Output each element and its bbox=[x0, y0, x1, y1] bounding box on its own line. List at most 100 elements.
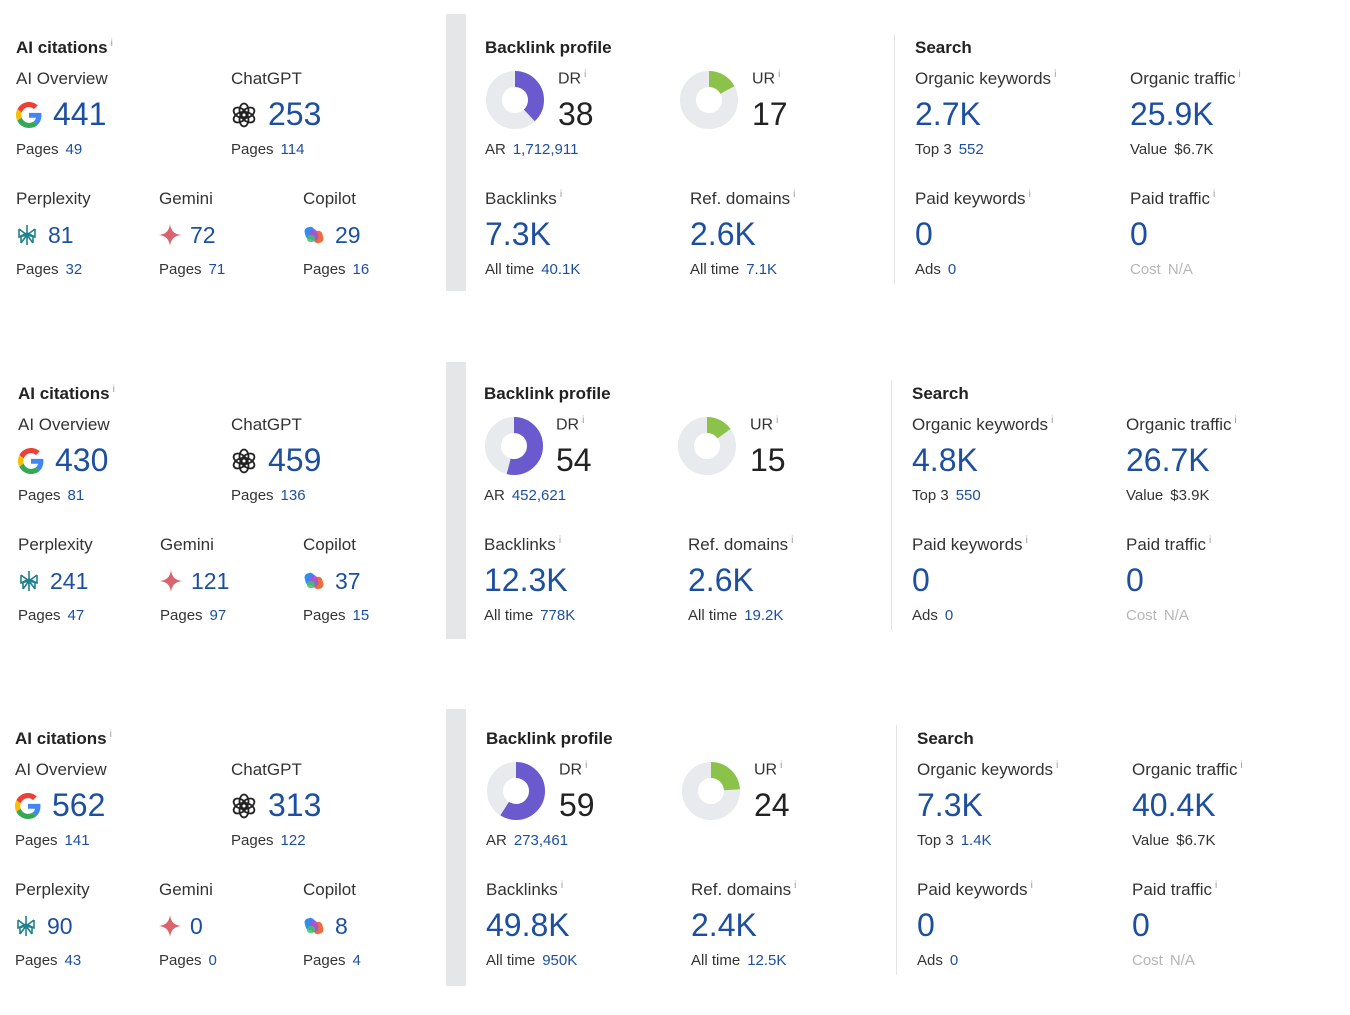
info-icon[interactable]: i bbox=[1051, 415, 1054, 427]
gemini-value[interactable]: 121 bbox=[191, 568, 230, 594]
info-icon[interactable]: i bbox=[559, 189, 563, 201]
backlinks-value[interactable]: 49.8K bbox=[486, 907, 570, 943]
gemini-pages-value[interactable]: 0 bbox=[208, 952, 217, 969]
info-icon[interactable]: i bbox=[776, 415, 779, 426]
organic-traffic-value[interactable]: 26.7K bbox=[1126, 442, 1210, 478]
organic-keywords-value[interactable]: 4.8K bbox=[912, 442, 978, 478]
info-icon[interactable]: i bbox=[1234, 415, 1237, 427]
ur-value[interactable]: 24 bbox=[754, 787, 790, 823]
top3-value[interactable]: 1.4K bbox=[960, 832, 992, 849]
organic-keywords-value[interactable]: 7.3K bbox=[917, 787, 983, 823]
ai-overview-pages-value[interactable]: 81 bbox=[67, 487, 85, 504]
ai-overview-value[interactable]: 562 bbox=[52, 787, 106, 823]
top3-value[interactable]: 550 bbox=[955, 487, 981, 504]
ads-value[interactable]: 0 bbox=[949, 952, 959, 969]
gemini-label: Gemini bbox=[159, 189, 213, 208]
ai-overview-pages-value[interactable]: 49 bbox=[65, 141, 83, 158]
info-icon[interactable]: i bbox=[1209, 535, 1212, 547]
info-icon[interactable]: i bbox=[1056, 760, 1059, 772]
top3-value[interactable]: 552 bbox=[958, 141, 984, 158]
info-icon[interactable]: i bbox=[558, 535, 562, 547]
backlinks-value[interactable]: 7.3K bbox=[485, 216, 551, 252]
info-icon[interactable]: i bbox=[1240, 760, 1243, 772]
info-icon[interactable]: i bbox=[794, 880, 797, 892]
ur-value[interactable]: 17 bbox=[752, 96, 788, 132]
ref-domains-all-time-value[interactable]: 12.5K bbox=[747, 952, 787, 969]
perplexity-pages-value[interactable]: 43 bbox=[64, 952, 82, 969]
paid-keywords-value[interactable]: 0 bbox=[912, 562, 930, 598]
backlinks-value[interactable]: 12.3K bbox=[484, 562, 568, 598]
ref-domains-all-time-value[interactable]: 19.2K bbox=[744, 607, 784, 624]
backlinks-all-time-value[interactable]: 778K bbox=[540, 607, 576, 624]
gemini-pages-value[interactable]: 97 bbox=[209, 607, 227, 624]
chatgpt-value[interactable]: 313 bbox=[268, 787, 322, 823]
info-icon[interactable]: i bbox=[1054, 69, 1057, 81]
gemini-pages-value[interactable]: 71 bbox=[208, 261, 226, 278]
ai-overview-value[interactable]: 441 bbox=[53, 96, 107, 132]
copilot-pages-value[interactable]: 16 bbox=[352, 261, 370, 278]
chatgpt-pages-value[interactable]: 114 bbox=[280, 141, 305, 158]
ref-domains-all-time-value[interactable]: 7.1K bbox=[746, 261, 778, 278]
info-icon[interactable]: i bbox=[110, 38, 113, 50]
ar-value[interactable]: 1,712,911 bbox=[512, 141, 579, 158]
info-icon[interactable]: i bbox=[582, 415, 585, 426]
info-icon[interactable]: i bbox=[112, 384, 115, 396]
dr-value[interactable]: 54 bbox=[556, 442, 592, 478]
perplexity-value[interactable]: 241 bbox=[50, 568, 89, 594]
info-icon[interactable]: i bbox=[1215, 880, 1218, 892]
info-icon[interactable]: i bbox=[1213, 189, 1216, 201]
info-icon[interactable]: i bbox=[793, 189, 796, 201]
ai-overview-pages-value[interactable]: 141 bbox=[64, 832, 90, 849]
paid-traffic-label: Paid traffic i bbox=[1130, 189, 1216, 208]
backlinks-all-time-value[interactable]: 950K bbox=[542, 952, 578, 969]
backlinks-all-time-value[interactable]: 40.1K bbox=[541, 261, 581, 278]
copilot-value[interactable]: 29 bbox=[335, 222, 361, 248]
dr-value[interactable]: 38 bbox=[558, 96, 594, 132]
gemini-value[interactable]: 72 bbox=[190, 222, 216, 248]
paid-traffic-value[interactable]: 0 bbox=[1130, 216, 1148, 252]
organic-keywords-value[interactable]: 2.7K bbox=[915, 96, 981, 132]
copilot-value[interactable]: 8 bbox=[335, 913, 348, 939]
info-icon[interactable]: i bbox=[585, 760, 588, 771]
ar-value[interactable]: 452,621 bbox=[511, 487, 567, 504]
info-icon[interactable]: i bbox=[1238, 69, 1241, 81]
chatgpt-value[interactable]: 459 bbox=[268, 442, 322, 478]
perplexity-pages-value[interactable]: 32 bbox=[65, 261, 83, 278]
copilot-pages-value[interactable]: 15 bbox=[352, 607, 370, 624]
organic-traffic-value[interactable]: 40.4K bbox=[1132, 787, 1216, 823]
perplexity-value[interactable]: 81 bbox=[48, 222, 74, 248]
ar-value[interactable]: 273,461 bbox=[513, 832, 569, 849]
traffic-value: $3.9K bbox=[1170, 487, 1210, 504]
info-icon[interactable]: i bbox=[560, 880, 564, 892]
ref-domains-value[interactable]: 2.6K bbox=[690, 216, 756, 252]
ref-domains-value[interactable]: 2.6K bbox=[688, 562, 754, 598]
info-icon[interactable]: i bbox=[1030, 880, 1033, 892]
info-icon[interactable]: i bbox=[791, 535, 794, 547]
paid-keywords-value[interactable]: 0 bbox=[917, 907, 935, 943]
chatgpt-pages-value[interactable]: 122 bbox=[280, 832, 306, 849]
copilot-icon bbox=[304, 226, 324, 244]
perplexity-value[interactable]: 90 bbox=[47, 913, 73, 939]
info-icon[interactable]: i bbox=[778, 69, 781, 80]
gemini-value[interactable]: 0 bbox=[190, 913, 203, 939]
paid-traffic-value[interactable]: 0 bbox=[1132, 907, 1150, 943]
perplexity-pages-value[interactable]: 47 bbox=[67, 607, 85, 624]
ads-value[interactable]: 0 bbox=[944, 607, 954, 624]
ref-domains-value[interactable]: 2.4K bbox=[691, 907, 757, 943]
info-icon[interactable]: i bbox=[584, 69, 587, 80]
info-icon[interactable]: i bbox=[1028, 189, 1031, 201]
paid-keywords-value[interactable]: 0 bbox=[915, 216, 933, 252]
info-icon[interactable]: i bbox=[1025, 535, 1028, 547]
copilot-value[interactable]: 37 bbox=[335, 568, 361, 594]
info-icon[interactable]: i bbox=[109, 729, 112, 741]
info-icon[interactable]: i bbox=[780, 760, 783, 771]
dr-value[interactable]: 59 bbox=[559, 787, 595, 823]
ads-value[interactable]: 0 bbox=[947, 261, 957, 278]
ai-overview-value[interactable]: 430 bbox=[55, 442, 109, 478]
ur-value[interactable]: 15 bbox=[750, 442, 786, 478]
paid-traffic-value[interactable]: 0 bbox=[1126, 562, 1144, 598]
copilot-pages-value[interactable]: 4 bbox=[352, 952, 361, 969]
chatgpt-pages-value[interactable]: 136 bbox=[280, 487, 306, 504]
organic-traffic-value[interactable]: 25.9K bbox=[1130, 96, 1214, 132]
chatgpt-value[interactable]: 253 bbox=[268, 96, 322, 132]
